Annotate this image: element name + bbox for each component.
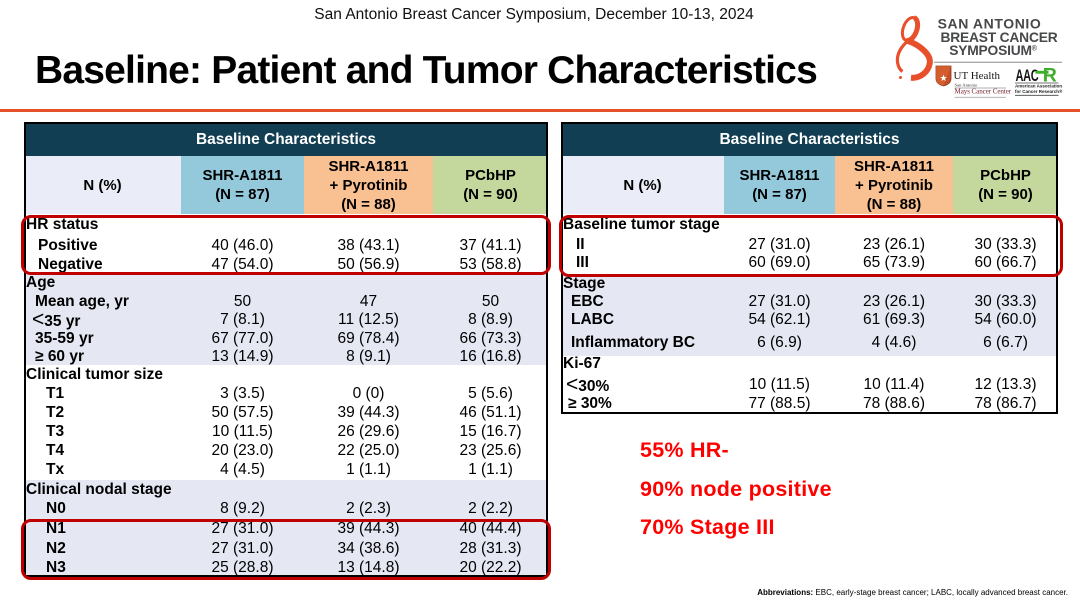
svg-text:for Cancer Research®: for Cancer Research® [1015,88,1063,94]
svg-text:American Association: American Association [1015,84,1062,89]
svg-text:Mays Cancer Center: Mays Cancer Center [955,88,1012,96]
svg-text:AAC: AAC [1016,67,1039,86]
svg-text:★: ★ [939,73,947,83]
svg-text:SAN ANTONIO: SAN ANTONIO [938,15,1042,31]
svg-text:SYMPOSIUM®: SYMPOSIUM® [949,43,1038,58]
svg-text:BREAST CANCER: BREAST CANCER [941,30,1058,45]
svg-text:UT Health: UT Health [954,70,1001,82]
svg-text:San Antonio: San Antonio [955,83,979,88]
svg-text:R: R [1043,65,1057,87]
